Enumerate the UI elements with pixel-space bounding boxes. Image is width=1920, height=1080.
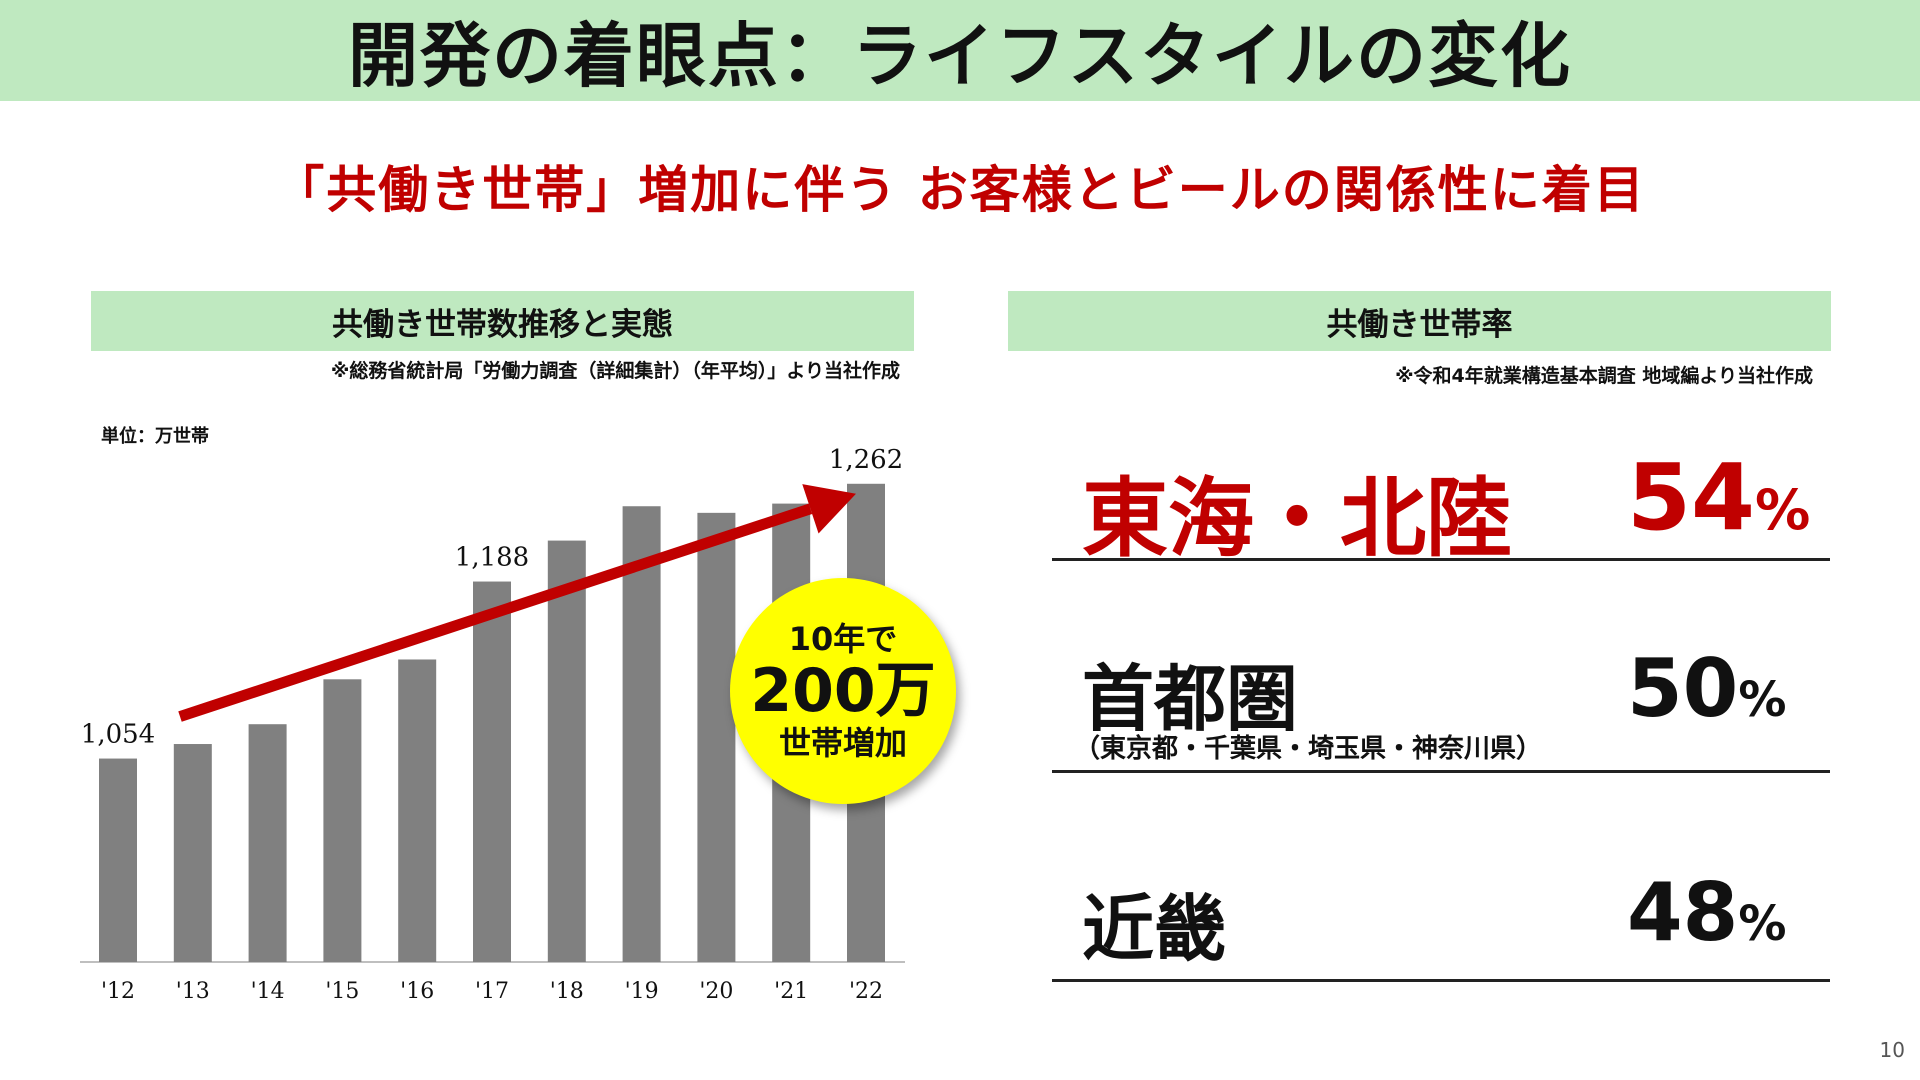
x-tick-label: '15 xyxy=(325,979,359,1004)
x-tick-label: '16 xyxy=(400,979,434,1004)
percent-sign: % xyxy=(1755,479,1811,543)
page-number: 10 xyxy=(1879,1038,1905,1062)
region-name: 近畿 xyxy=(1082,887,1227,971)
increase-badge: 10年で 200万 世帯増加 xyxy=(730,578,956,804)
rate-value: 50% xyxy=(1627,642,1786,735)
rate-row-tokai-hokuriku: 東海・北陸 54% xyxy=(1052,430,1830,569)
right-panel-header: 共働き世帯率 xyxy=(1008,291,1831,351)
badge-line-2: 200万 xyxy=(750,656,936,726)
data-label: 1,262 xyxy=(829,445,903,475)
rate-number: 54 xyxy=(1627,444,1756,551)
row-divider xyxy=(1052,770,1830,773)
x-tick-label: '20 xyxy=(699,979,733,1004)
trend-arrow-head xyxy=(802,484,856,534)
bar-14 xyxy=(248,724,287,962)
bar-16 xyxy=(398,659,437,962)
x-tick-label: '22 xyxy=(849,979,883,1004)
right-panel-source: ※令和4年就業構造基本調査 地域編より当社作成 xyxy=(1395,365,1813,387)
page-title: 開発の着眼点：ライフスタイルの変化 xyxy=(348,15,1572,97)
badge-line-1: 10年で xyxy=(788,620,898,658)
rate-row-kinki: 近畿 48% xyxy=(1052,860,1830,985)
x-tick-label: '14 xyxy=(251,979,285,1004)
data-label: 1,188 xyxy=(455,543,529,573)
x-tick-label: '19 xyxy=(625,979,659,1004)
percent-sign: % xyxy=(1738,896,1787,952)
trend-arrow-shaft xyxy=(178,503,813,722)
region-name: 首都圏 xyxy=(1082,657,1299,741)
rate-number: 50 xyxy=(1627,642,1739,735)
x-tick-label: '13 xyxy=(176,979,210,1004)
left-panel-source: ※総務省統計局「労働力調査（詳細集計）（年平均）」より当社作成 xyxy=(330,360,900,382)
bar-20 xyxy=(697,512,736,962)
bar-12 xyxy=(99,758,137,962)
bar-17 xyxy=(473,581,511,962)
rate-row-shutoken: 首都圏 （東京都・千葉県・埼玉県・神奈川県） 50% xyxy=(1052,640,1830,775)
rate-number: 48 xyxy=(1627,866,1739,959)
row-divider xyxy=(1052,558,1830,561)
x-tick-label: '21 xyxy=(774,979,808,1004)
left-panel-header: 共働き世帯数推移と実態 xyxy=(91,291,914,351)
x-tick-label: '18 xyxy=(550,979,584,1004)
x-tick-label: '17 xyxy=(475,979,509,1004)
bar-13 xyxy=(173,744,212,962)
data-label: 1,054 xyxy=(81,720,155,750)
title-bar: 開発の着眼点：ライフスタイルの変化 xyxy=(0,0,1920,101)
rate-value: 54% xyxy=(1627,444,1810,551)
x-tick-label: '12 xyxy=(101,979,135,1004)
chart-unit-label: 単位：万世帯 xyxy=(101,426,209,447)
bar-19 xyxy=(622,506,661,962)
bar-15 xyxy=(323,679,362,962)
subtitle: 「共働き世帯」増加に伴う お客様とビールの関係性に着目 xyxy=(274,161,1646,219)
region-name: 東海・北陸 xyxy=(1082,469,1512,569)
percent-sign: % xyxy=(1738,672,1787,728)
row-divider xyxy=(1052,979,1830,982)
region-note: （東京都・千葉県・埼玉県・神奈川県） xyxy=(1074,734,1543,764)
badge-line-3: 世帯増加 xyxy=(778,724,907,762)
bar-18 xyxy=(547,540,586,962)
rate-value: 48% xyxy=(1627,866,1786,959)
